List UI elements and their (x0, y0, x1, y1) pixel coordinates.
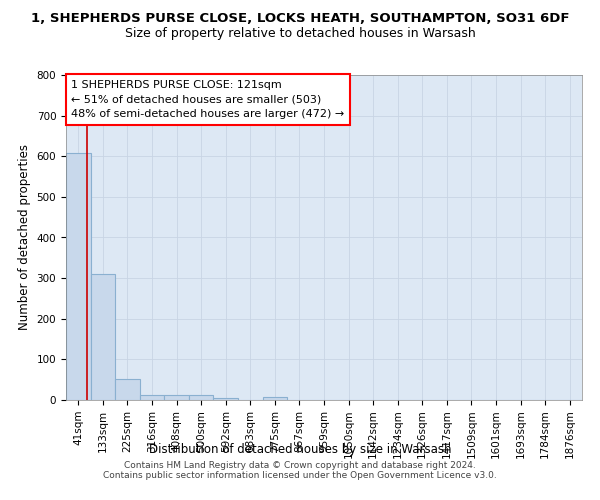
Bar (140, 395, 164, 400)
Text: Distribution of detached houses by size in Warsash: Distribution of detached houses by size … (149, 442, 451, 456)
Bar (189, 395, 214, 400)
Text: 1 SHEPHERDS PURSE CLOSE: 121sqm
← 51% of detached houses are smaller (503)
48% o: 1 SHEPHERDS PURSE CLOSE: 121sqm ← 51% of… (71, 80, 344, 120)
Y-axis label: Number of detached properties: Number of detached properties (18, 144, 31, 330)
Text: Contains HM Land Registry data © Crown copyright and database right 2024.
Contai: Contains HM Land Registry data © Crown c… (103, 460, 497, 480)
Bar (115, 379, 140, 400)
Bar (263, 397, 287, 400)
Bar (214, 398, 238, 400)
Text: Size of property relative to detached houses in Warsash: Size of property relative to detached ho… (125, 28, 475, 40)
Bar (66, 153, 91, 400)
Bar (164, 394, 189, 400)
Bar (91, 274, 115, 400)
Text: 1, SHEPHERDS PURSE CLOSE, LOCKS HEATH, SOUTHAMPTON, SO31 6DF: 1, SHEPHERDS PURSE CLOSE, LOCKS HEATH, S… (31, 12, 569, 26)
